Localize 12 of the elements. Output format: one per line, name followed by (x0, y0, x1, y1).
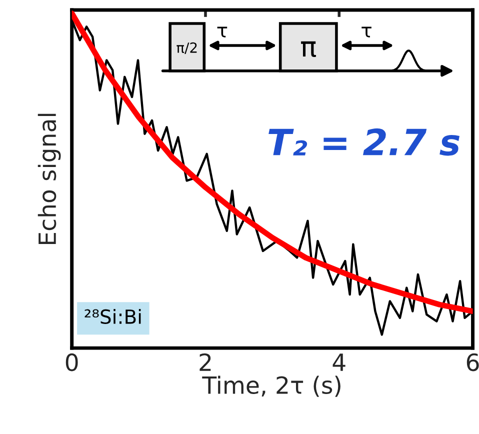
annotation: π (301, 41, 316, 58)
x-tick-label: 4 (332, 354, 346, 371)
annotation: τ (217, 26, 228, 38)
x-tick-label: 2 (200, 353, 211, 371)
x-tick-label: 0 (66, 353, 78, 372)
annotation: ²⁸Si:Bi (84, 308, 141, 324)
x-tick-label: 6 (466, 353, 479, 372)
annotation: T₂ = 2.7 s (268, 128, 460, 156)
y-axis-title: Echo signal (38, 114, 61, 244)
annotation: τ (362, 26, 372, 38)
annotation: π/2 (176, 42, 197, 54)
x-axis-title: Time, 2τ (s) (202, 376, 340, 397)
